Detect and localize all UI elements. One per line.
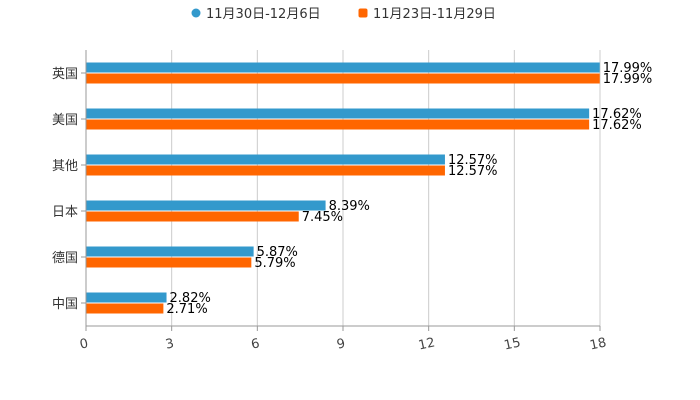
tick-label-x-12: 12 [417, 335, 436, 353]
data-label-0-1: 17.62% [592, 107, 642, 122]
bar-0-4 [86, 246, 254, 257]
legend-label-0: 11月30日-12月6日 [206, 7, 321, 22]
data-label-1-4: 5.79% [254, 256, 295, 271]
tick-label-x-18: 18 [588, 335, 607, 353]
data-label-1-0: 17.99% [603, 72, 653, 87]
tick-label-x-15: 15 [503, 335, 522, 353]
axes [81, 50, 601, 331]
tick-label-x-6: 6 [250, 336, 261, 352]
bar-0-3 [86, 200, 326, 211]
legend-marker-1 [358, 8, 368, 18]
legend: 11月30日-12月6日 11月23日-11月29日 [191, 7, 496, 22]
grid-lines [85, 50, 601, 326]
data-label-1-5: 2.71% [166, 302, 207, 317]
bar-0-5 [86, 292, 167, 303]
tick-label-x-9: 9 [335, 336, 346, 352]
bar-1-3 [86, 211, 299, 222]
bar-1-5 [86, 303, 164, 314]
labels: 0 3 6 9 12 15 18 英国 17.99%17.99% 美国 17.62%17.62% 其他… [52, 61, 652, 354]
data-label-0-5: 2.82% [170, 291, 211, 306]
data-label-0-2: 12.57% [448, 153, 498, 168]
bar-0-0 [86, 62, 600, 73]
bar-0-1 [86, 108, 590, 119]
category-label-0: 英国 [52, 67, 78, 82]
legend-marker-0 [191, 8, 201, 18]
data-label-0-4: 5.87% [257, 245, 298, 260]
data-label-0-0: 17.99% [603, 61, 653, 76]
bar-1-2 [86, 165, 445, 176]
data-label-1-3: 7.45% [302, 210, 343, 225]
bar-1-4 [86, 257, 252, 268]
bars [86, 62, 600, 314]
legend-label-1: 11月23日-11月29日 [373, 7, 496, 22]
category-label-3: 日本 [52, 205, 78, 220]
category-label-4: 德国 [52, 251, 78, 266]
data-label-1-2: 12.57% [448, 164, 498, 179]
tick-label-x-0: 0 [78, 336, 89, 352]
category-label-2: 其他 [52, 159, 78, 174]
bar-0-2 [86, 154, 445, 165]
category-label-1: 美国 [52, 113, 78, 128]
bar-1-1 [86, 119, 590, 130]
data-label-1-1: 17.62% [592, 118, 642, 133]
bar-1-0 [86, 73, 600, 84]
data-label-0-3: 8.39% [329, 199, 370, 214]
tick-label-x-3: 3 [164, 336, 175, 352]
category-label-5: 中国 [52, 297, 78, 312]
